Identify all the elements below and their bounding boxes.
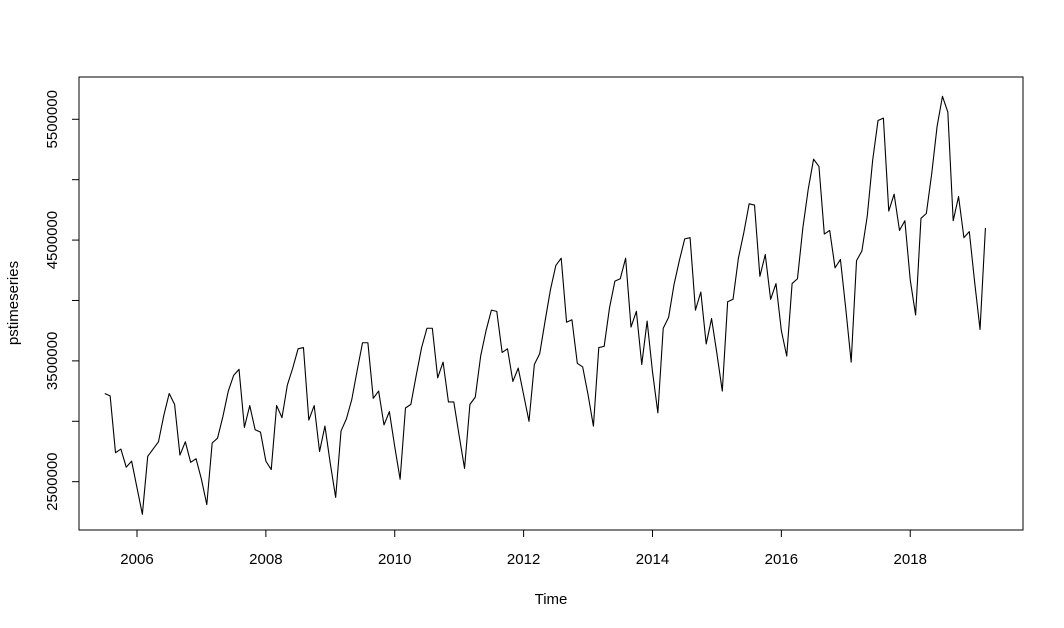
x-axis: 2006 2008 2010 2012 2014 2016 2018 [120, 529, 927, 568]
x-tick-label: 2006 [120, 551, 153, 568]
y-tick-label: 5500000 [44, 90, 61, 148]
x-tick-label: 2014 [636, 551, 669, 568]
y-axis: 2500000 3500000 4500000 5500000 [44, 90, 80, 511]
x-tick-label: 2018 [894, 551, 927, 568]
x-tick-label: 2010 [378, 551, 411, 568]
y-axis-title: pstimeseries [5, 261, 22, 345]
x-tick-label: 2016 [765, 551, 798, 568]
y-tick-label: 3500000 [44, 332, 61, 390]
y-tick-label: 2500000 [44, 452, 61, 510]
plot-frame [78, 76, 1024, 531]
series-line-0 [104, 95, 986, 515]
series-layer [104, 95, 986, 515]
x-axis-title: Time [535, 591, 568, 608]
x-tick-label: 2012 [507, 551, 540, 568]
y-tick-label: 4500000 [44, 211, 61, 269]
x-tick-label: 2008 [249, 551, 282, 568]
